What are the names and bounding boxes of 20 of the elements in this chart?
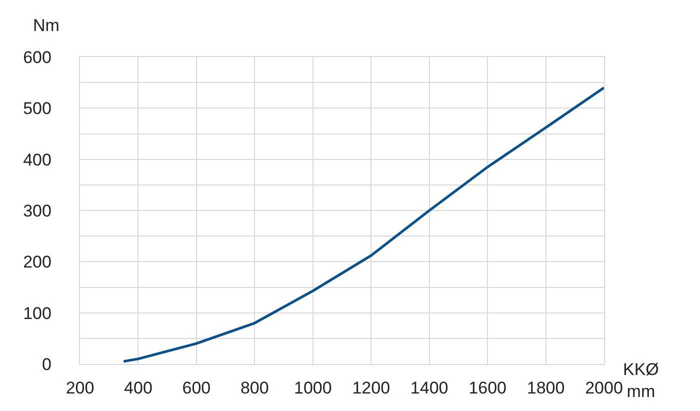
y-tick-label: 300 xyxy=(23,201,52,220)
y-tick-label: 0 xyxy=(42,354,52,374)
x-tick-label: 1000 xyxy=(294,378,332,398)
y-tick-label: 100 xyxy=(23,304,52,323)
x-tick-label: 2000 xyxy=(585,378,623,398)
x-tick-label: 1200 xyxy=(352,378,390,398)
x-tick-label: 400 xyxy=(124,378,152,398)
x-axis-title: KKØ mm xyxy=(623,360,659,402)
x-tick-label: 1600 xyxy=(468,378,506,398)
y-tick-label: 600 xyxy=(23,48,52,67)
x-tick-label: 1800 xyxy=(526,378,565,398)
x-tick-label: 800 xyxy=(240,378,269,398)
y-tick-label: 200 xyxy=(23,252,52,272)
x-tick-label: 1400 xyxy=(410,378,448,398)
x-tick-label: 600 xyxy=(182,378,211,398)
x-tick-label: 200 xyxy=(66,378,94,398)
y-tick-label: 400 xyxy=(23,150,52,170)
line-series xyxy=(122,86,604,363)
y-tick-label: 500 xyxy=(23,99,52,118)
y-axis-title: Nm xyxy=(33,16,60,35)
